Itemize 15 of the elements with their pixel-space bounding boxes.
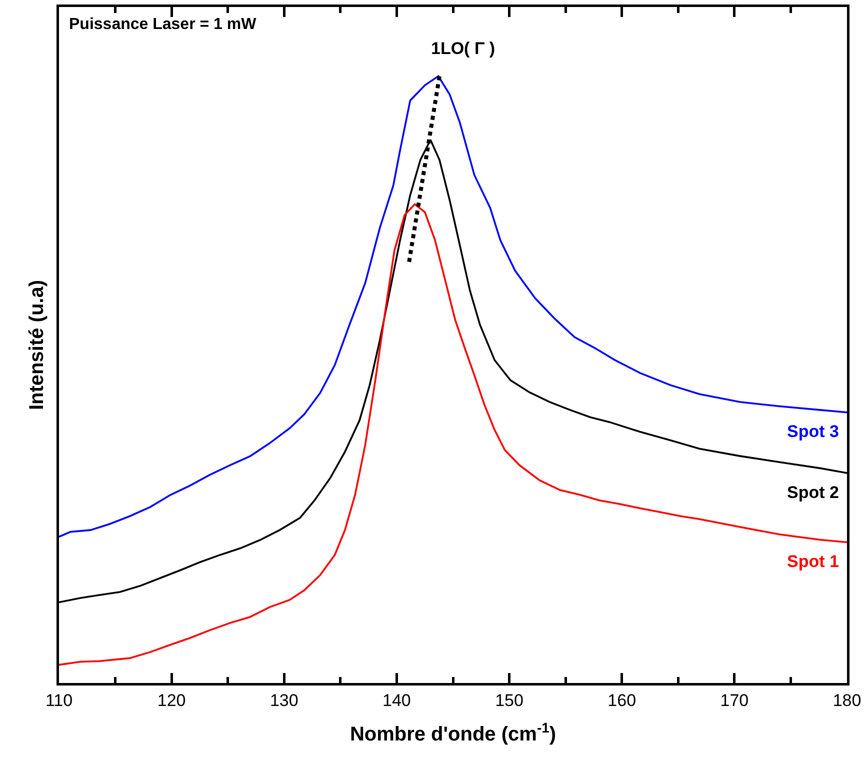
text: Puissance Laser = 1 mW bbox=[69, 16, 258, 33]
annotation: 1LO( Γ ) bbox=[431, 39, 496, 58]
x-tick-label: 110 bbox=[45, 690, 73, 710]
x-tick-label: 180 bbox=[832, 690, 862, 710]
x-tick-label: 140 bbox=[382, 690, 411, 710]
x-tick-label: 130 bbox=[270, 690, 298, 710]
x-tick-label: 120 bbox=[157, 690, 186, 710]
y-axis-title: Intensité (u.a) bbox=[26, 280, 48, 410]
x-tick-label: 150 bbox=[495, 690, 524, 710]
x-axis-title: Nombre d'onde (cm$^{-1}$) bbox=[350, 719, 556, 746]
x-tick-label: 160 bbox=[608, 690, 636, 710]
series-label: Spot 1 bbox=[787, 552, 839, 571]
x-tick-label: 170 bbox=[720, 690, 749, 710]
series-label: Spot 2 bbox=[787, 483, 839, 502]
series-label: Spot 3 bbox=[787, 422, 839, 441]
